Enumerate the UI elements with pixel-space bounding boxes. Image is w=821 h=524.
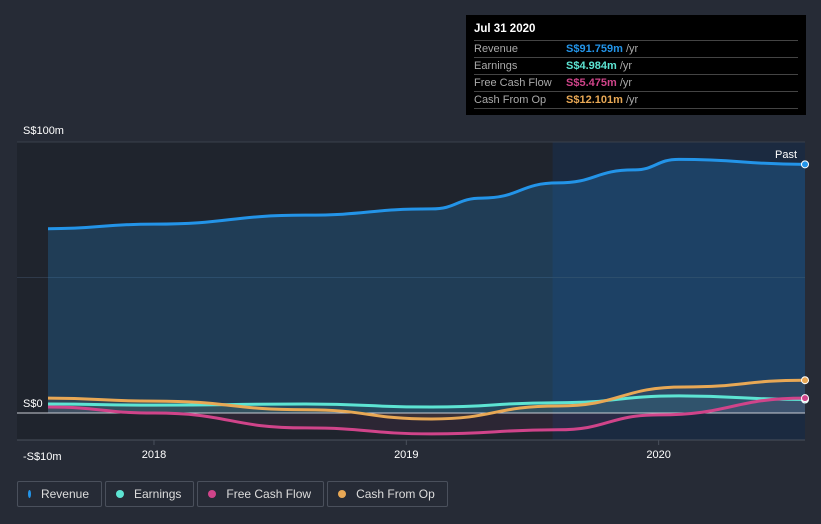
cash-from-op-end-point (801, 376, 809, 385)
tooltip-row-fcf: Free Cash Flow S$5.475m /yr (474, 74, 798, 91)
cash-from-op-line (47, 378, 806, 421)
past-region (552, 142, 805, 440)
tooltip-label: Free Cash Flow (474, 77, 552, 89)
tooltip-date: Jul 31 2020 (474, 23, 536, 35)
cfo-dot-icon (338, 490, 347, 498)
tooltip-value: S$12.101m (566, 94, 623, 106)
legend-label: Free Cash Flow (226, 487, 312, 501)
legend-label: Revenue (40, 487, 89, 501)
tooltip-unit: /yr (622, 94, 639, 106)
fcf-dot-icon (208, 490, 217, 498)
free-cash-flow-end-point (801, 394, 809, 403)
tooltip-label: Cash From Op (474, 94, 547, 106)
x-tick-label: 2020 (646, 449, 670, 461)
tooltip-label: Earnings (474, 60, 518, 72)
tooltip-value: S$5.475m (566, 77, 617, 89)
y-tick-label: S$0 (23, 398, 43, 410)
tooltip-unit: /yr (622, 43, 639, 55)
legend-free-cash-flow[interactable]: Free Cash Flow (197, 481, 325, 507)
past-label: Past (775, 149, 797, 161)
tooltip-value: S$91.759m (566, 43, 623, 55)
tooltip-unit: /yr (616, 77, 633, 89)
y-tick-label: S$100m (23, 125, 64, 137)
tooltip-unit: /yr (616, 60, 633, 72)
x-tick-label: 2018 (142, 449, 166, 461)
legend: Revenue Earnings Free Cash Flow Cash Fro… (17, 481, 448, 507)
earnings-dot-icon (116, 490, 124, 498)
legend-cash-from-op[interactable]: Cash From Op (327, 481, 448, 507)
series-area (48, 398, 805, 434)
tooltip-row-earnings: Earnings S$4.984m /yr (474, 57, 798, 74)
y-tick-label: -S$10m (23, 451, 62, 463)
tooltip-row-revenue: Revenue S$91.759m /yr (474, 40, 798, 57)
series-area (48, 380, 805, 419)
legend-revenue[interactable]: Revenue (17, 481, 102, 507)
x-tick-label: 2019 (394, 449, 418, 461)
legend-label: Cash From Op (356, 487, 435, 501)
revenue-line (47, 157, 806, 231)
plot-background (17, 142, 553, 440)
free-cash-flow-line (47, 396, 806, 436)
earnings-line (47, 394, 806, 409)
tooltip-row-cfo: Cash From Op S$12.101m /yr (474, 91, 798, 109)
legend-earnings[interactable]: Earnings (105, 481, 195, 507)
revenue-end-point (801, 160, 809, 169)
tooltip-value: S$4.984m (566, 60, 617, 72)
tooltip-label: Revenue (474, 43, 519, 55)
legend-label: Earnings (134, 487, 182, 501)
revenue-area (48, 159, 805, 413)
revenue-dot-icon (28, 490, 31, 498)
tooltip: Jul 31 2020 Revenue S$91.759m /yr Earning… (466, 15, 806, 115)
chart: S$100m S$0 -S$10m 2018 2019 2020 Past (17, 125, 809, 463)
